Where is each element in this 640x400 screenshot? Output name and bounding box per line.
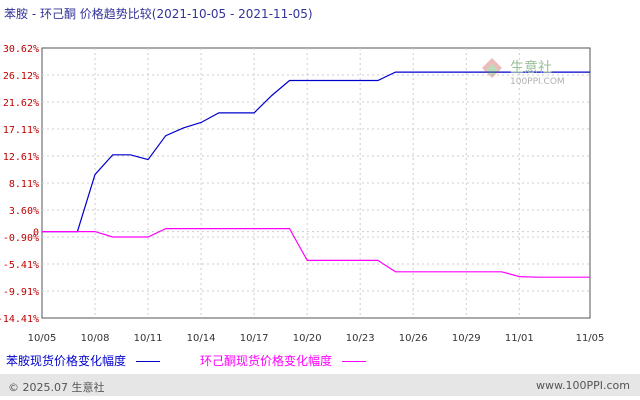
y-tick-label: 21.62% — [3, 98, 39, 109]
x-tick-label: 10/20 — [293, 333, 322, 344]
y-tick-label: 26.12% — [3, 71, 39, 82]
x-tick-label: 10/14 — [187, 333, 216, 344]
y-tick-label: -14.41% — [0, 314, 39, 325]
footer-copyright: © 2025.07 生意社 — [8, 381, 105, 394]
y-tick-label: 30.62% — [3, 44, 39, 55]
watermark: 生意社 100PPI.COM — [480, 54, 580, 94]
x-tick-label: 10/26 — [399, 333, 428, 344]
watermark-name: 生意社 — [510, 59, 552, 76]
legend-item-aniline: 苯胺现货价格变化幅度 — [6, 352, 161, 369]
y-tick-label: 8.11% — [9, 179, 39, 190]
legend-label-aniline: 苯胺现货价格变化幅度 — [6, 354, 127, 368]
y-tick-label: 0 — [33, 228, 39, 239]
x-axis: 10/05 10/08 10/11 10/14 10/17 10/20 10/23 10/26… — [28, 333, 605, 344]
x-tick-label: 10/29 — [452, 333, 481, 344]
y-tick-label: -0.90% — [3, 233, 39, 244]
grid-layer — [42, 48, 590, 318]
series-line-aniline — [42, 71, 590, 233]
legend-label-cyclohexanone: 环己酮现货价格变化幅度 — [200, 354, 333, 368]
x-tick-label: 10/11 — [134, 333, 163, 344]
footer-site-link[interactable]: www.100PPI.com — [536, 379, 630, 392]
x-tick-label: 10/17 — [240, 333, 269, 344]
chart-title: 苯胺 - 环己酮 价格趋势比较(2021-10-05 - 2021-11-05) — [4, 7, 313, 21]
y-axis: 30.62% 26.12% 21.62% 17.11% 12.61% 8.11% 3.60%… — [0, 44, 39, 325]
x-tick-label: 11/01 — [505, 333, 534, 344]
series-layer — [42, 71, 590, 278]
y-tick-label: 17.11% — [3, 125, 39, 136]
legend-item-cyclohexanone: 环己酮现货价格变化幅度 — [200, 352, 367, 369]
logo-icon — [482, 58, 502, 78]
legend-swatch-aniline — [136, 361, 161, 362]
y-tick-label: 12.61% — [3, 152, 39, 163]
x-tick-label: 10/23 — [346, 333, 375, 344]
y-tick-label: -5.41% — [3, 260, 39, 271]
x-tick-label: 10/08 — [81, 333, 110, 344]
y-tick-label: 3.60% — [9, 206, 39, 217]
x-tick-label: 10/05 — [28, 333, 57, 344]
series-line-cyclohexanone — [42, 228, 590, 278]
watermark-url: 100PPI.COM — [510, 77, 565, 87]
y-tick-label: -9.91% — [3, 287, 39, 298]
footer-bar: © 2025.07 生意社 www.100PPI.com — [0, 374, 640, 396]
x-tick-label: 11/05 — [576, 333, 605, 344]
legend-swatch-cyclohexanone — [342, 361, 367, 362]
